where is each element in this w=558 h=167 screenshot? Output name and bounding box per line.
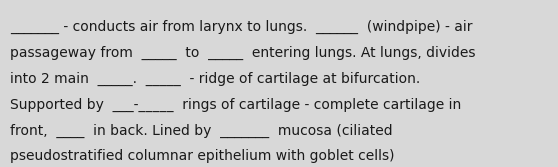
Text: Supported by  ___-_____  rings of cartilage - complete cartilage in: Supported by ___-_____ rings of cartilag… — [10, 98, 461, 112]
Text: into 2 main  _____.  _____  - ridge of cartilage at bifurcation.: into 2 main _____. _____ - ridge of cart… — [10, 72, 420, 86]
Text: front,  ____  in back. Lined by  _______  mucosa (ciliated: front, ____ in back. Lined by _______ mu… — [10, 124, 393, 138]
Text: _______ - conducts air from larynx to lungs.  ______  (windpipe) - air: _______ - conducts air from larynx to lu… — [10, 20, 473, 34]
Text: pseudostratified columnar epithelium with goblet cells): pseudostratified columnar epithelium wit… — [10, 149, 395, 163]
Text: passageway from  _____  to  _____  entering lungs. At lungs, divides: passageway from _____ to _____ entering … — [10, 46, 475, 60]
